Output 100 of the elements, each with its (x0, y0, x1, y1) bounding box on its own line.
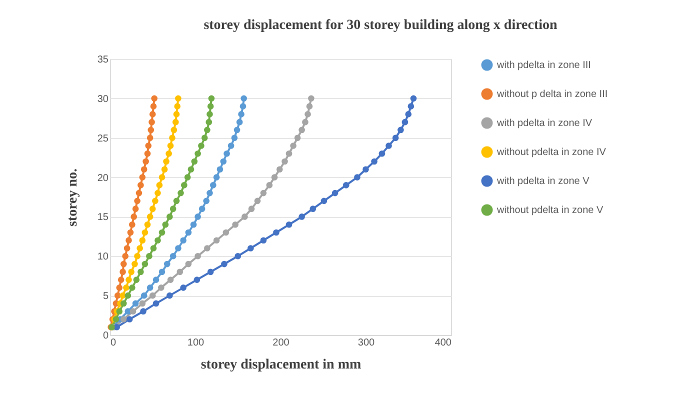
chart-title: storey displacement for 30 storey building along x direction (204, 18, 558, 33)
point (213, 237, 220, 244)
legend-label: without pdelta in zone IV (496, 147, 606, 158)
point (124, 292, 132, 299)
point (191, 158, 198, 165)
point (149, 206, 156, 212)
point (132, 206, 139, 212)
point (144, 221, 151, 228)
point (154, 237, 161, 244)
point (150, 245, 157, 252)
point (151, 95, 158, 102)
point (180, 284, 186, 291)
point (170, 206, 176, 212)
point (169, 134, 176, 142)
point (286, 150, 292, 157)
point (148, 126, 154, 134)
point (128, 268, 134, 276)
point (174, 103, 181, 110)
point (194, 150, 201, 157)
x-tick-label: 200 (272, 338, 290, 348)
point (170, 252, 176, 260)
point (134, 252, 140, 260)
x-axis-title: storey displacement in mm (200, 358, 362, 372)
point (248, 245, 254, 252)
point (198, 206, 206, 212)
x-tick-label: 300 (358, 338, 376, 348)
point (158, 229, 166, 236)
point (156, 182, 163, 188)
point (294, 134, 301, 142)
point (120, 260, 127, 268)
y-tick-label: 5 (102, 291, 109, 302)
point (194, 252, 201, 260)
point (148, 118, 155, 126)
point (220, 158, 227, 165)
point (222, 229, 230, 236)
point (362, 166, 369, 173)
point (201, 134, 208, 142)
point (142, 229, 148, 236)
point (302, 118, 308, 126)
point (132, 260, 138, 268)
point (138, 268, 144, 276)
point (139, 174, 146, 180)
point (133, 276, 140, 283)
point (152, 300, 160, 307)
point (194, 214, 201, 220)
point (164, 260, 170, 268)
point (122, 252, 129, 260)
point (273, 229, 280, 236)
point (161, 166, 168, 173)
point (145, 142, 152, 149)
point (129, 284, 136, 291)
point (163, 158, 170, 165)
point (166, 214, 173, 220)
point (332, 190, 338, 196)
point (386, 142, 392, 149)
point (378, 150, 386, 157)
point (167, 276, 174, 283)
point (173, 198, 180, 204)
y-tick-label: 10 (97, 252, 109, 263)
y-tick-label: 30 (97, 94, 109, 105)
x-tick-label: 400 (434, 338, 452, 348)
point (234, 252, 242, 260)
point (310, 206, 316, 212)
point (224, 150, 230, 157)
point (166, 150, 172, 157)
point (154, 190, 161, 196)
point (126, 316, 133, 322)
point (175, 245, 182, 252)
point (139, 300, 146, 307)
point (120, 300, 127, 307)
point (207, 268, 214, 276)
point (298, 214, 305, 220)
point (123, 284, 130, 291)
point (166, 292, 173, 299)
point (204, 126, 210, 134)
point (158, 268, 166, 276)
point (142, 260, 148, 268)
point (142, 158, 149, 165)
legend-label: with pdelta in zone III (496, 60, 591, 71)
legend-label: with pdelta in zone V (496, 176, 590, 187)
x-tick-label: 0 (110, 338, 116, 348)
point (134, 198, 140, 204)
point (188, 166, 194, 173)
point (184, 174, 191, 180)
point (238, 111, 244, 118)
point (408, 103, 414, 110)
point (260, 237, 267, 244)
point (320, 198, 328, 204)
point (140, 292, 148, 299)
point (172, 118, 179, 126)
point (204, 245, 210, 252)
point (354, 174, 360, 180)
point (190, 221, 197, 228)
point (136, 190, 142, 196)
point (116, 308, 123, 314)
point (118, 276, 124, 283)
point (206, 111, 213, 118)
y-axis-title: storey no. (65, 168, 80, 227)
point (185, 229, 192, 236)
point (150, 103, 157, 110)
